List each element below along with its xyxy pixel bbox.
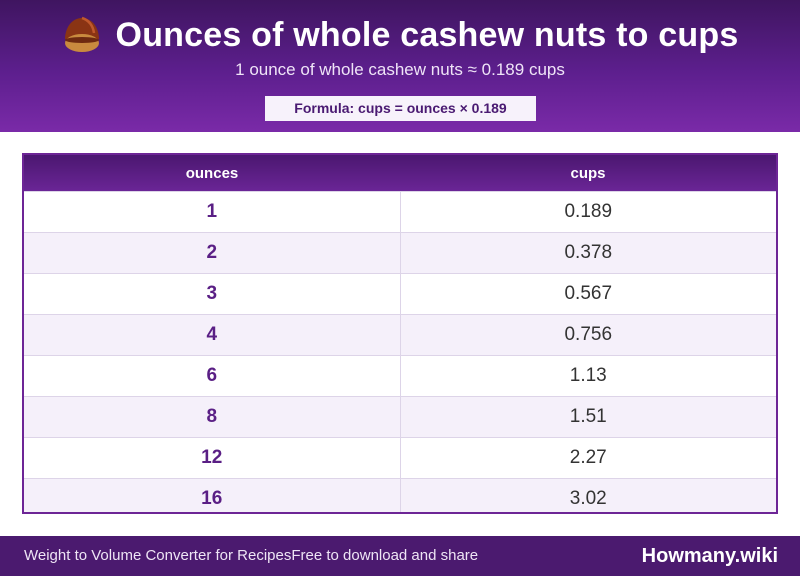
ounces-cell: 3 bbox=[24, 273, 401, 315]
column-header-cups: cups bbox=[400, 155, 776, 192]
table-header-row: ounces cups bbox=[24, 155, 776, 192]
formula-badge: Formula: cups = ounces × 0.189 bbox=[265, 96, 536, 121]
ounces-cell: 1 bbox=[24, 191, 401, 233]
conversion-subtitle: 1 ounce of whole cashew nuts ≈ 0.189 cup… bbox=[235, 60, 565, 79]
ounces-cell: 2 bbox=[24, 232, 401, 274]
ounces-cell: 8 bbox=[24, 396, 401, 438]
table-row: 1 0.189 bbox=[24, 191, 776, 233]
table-row: 4 0.756 bbox=[24, 314, 776, 356]
cups-cell: 0.567 bbox=[400, 273, 776, 315]
header-banner: Ounces of whole cashew nuts to cups 1 ou… bbox=[0, 0, 800, 132]
footer-bar: Weight to Volume Converter for RecipesFr… bbox=[0, 536, 800, 576]
cups-cell: 0.756 bbox=[400, 314, 776, 356]
footer-converter-text: Weight to Volume Converter for Recipes bbox=[24, 547, 292, 564]
conversion-table: ounces cups 1 0.189 2 0.378 3 0.567 4 0.… bbox=[22, 153, 778, 514]
chestnut-icon bbox=[64, 16, 99, 52]
cups-cell: 1.51 bbox=[400, 396, 776, 438]
title-row: Ounces of whole cashew nuts to cups bbox=[0, 14, 800, 56]
cups-cell: 1.13 bbox=[400, 355, 776, 397]
table-row: 16 3.02 bbox=[24, 478, 776, 512]
ounces-cell: 16 bbox=[24, 478, 401, 512]
table-row: 6 1.13 bbox=[24, 355, 776, 397]
table-row: 2 0.378 bbox=[24, 232, 776, 274]
footer-share-text: Free to download and share bbox=[291, 547, 479, 564]
cups-cell: 3.02 bbox=[400, 478, 776, 512]
cups-cell: 0.189 bbox=[400, 191, 776, 233]
ounces-cell: 6 bbox=[24, 355, 401, 397]
ounces-cell: 4 bbox=[24, 314, 401, 356]
column-header-ounces: ounces bbox=[24, 155, 400, 192]
table-row: 3 0.567 bbox=[24, 273, 776, 315]
page-title: Ounces of whole cashew nuts to cups bbox=[115, 15, 739, 54]
table-row: 8 1.51 bbox=[24, 396, 776, 438]
brand-logo-text[interactable]: Howmany.wiki bbox=[641, 545, 778, 567]
cups-cell: 0.378 bbox=[400, 232, 776, 274]
cups-cell: 2.27 bbox=[400, 437, 776, 479]
ounces-cell: 12 bbox=[24, 437, 401, 479]
table-row: 12 2.27 bbox=[24, 437, 776, 479]
footer-caption: Weight to Volume Converter for RecipesFr… bbox=[24, 536, 478, 576]
